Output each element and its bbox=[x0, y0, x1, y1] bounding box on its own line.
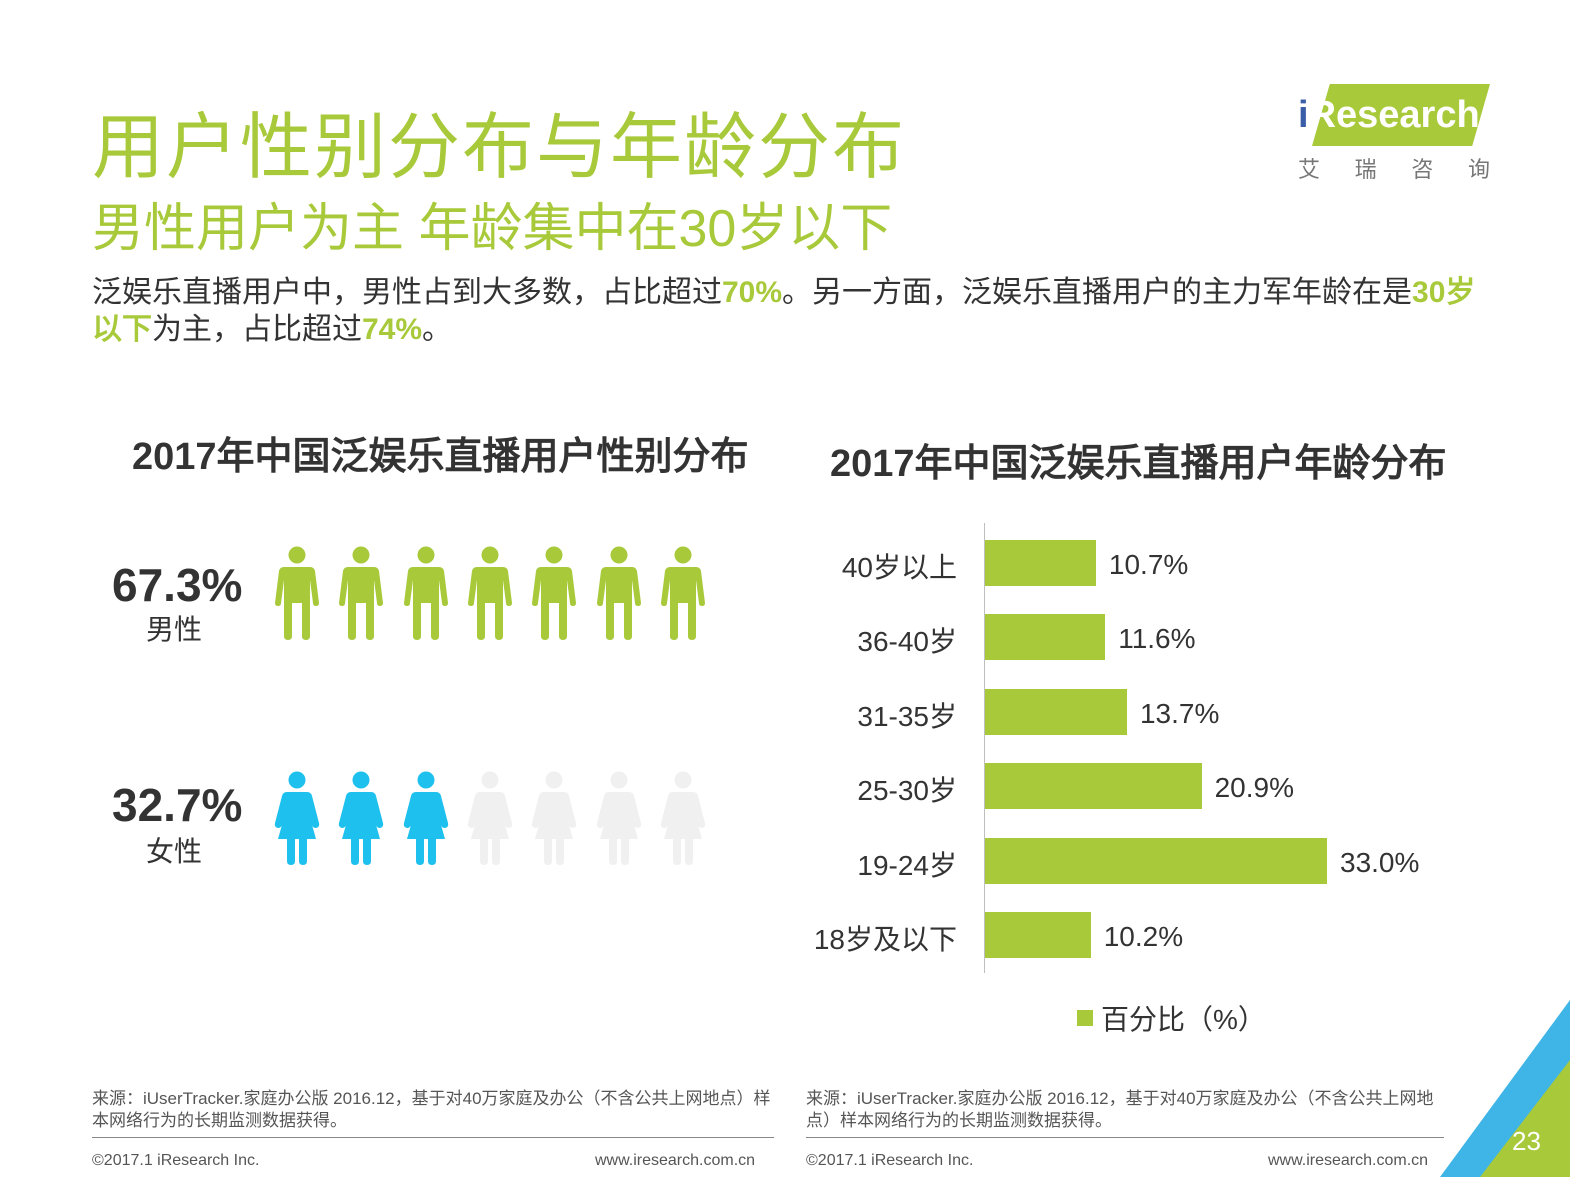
footer-divider-left bbox=[92, 1137, 774, 1138]
age-value-label: 33.0% bbox=[1340, 846, 1420, 878]
logo-banner bbox=[1312, 84, 1490, 146]
legend-swatch bbox=[1077, 1010, 1093, 1026]
age-value-label: 10.7% bbox=[1108, 549, 1189, 580]
age-bar bbox=[985, 688, 1127, 735]
logo-wordmark: iResearch bbox=[1298, 94, 1480, 136]
female-label: 女性 bbox=[146, 836, 203, 867]
male-person-icon bbox=[338, 546, 384, 642]
summary-part: 泛娱乐直播用户中，男性占到大多数，占比超过 bbox=[92, 276, 722, 309]
summary-part: 为主，占比超过 bbox=[152, 313, 362, 346]
female-person-icon bbox=[338, 771, 384, 867]
page-number: 23 bbox=[1512, 1126, 1541, 1156]
footer-divider-right bbox=[806, 1137, 1444, 1138]
male-label: 男性 bbox=[146, 614, 203, 645]
male-person-icon bbox=[274, 546, 320, 642]
female-person-icon bbox=[660, 771, 706, 867]
age-value-label: 20.9% bbox=[1214, 772, 1294, 804]
logo-cn-char: 艾 bbox=[1298, 157, 1321, 182]
age-value-label: 10.2% bbox=[1103, 921, 1184, 952]
iresearch-logo: iResearch 艾 瑞 咨 询 bbox=[1298, 84, 1490, 182]
source-note-right: 来源：iUserTracker.家庭办公版 2016.12，基于对40万家庭及办… bbox=[806, 1089, 1434, 1130]
summary-text: 泛娱乐直播用户中，男性占到大多数，占比超过70%。另一方面，泛娱乐直播用户的主力… bbox=[92, 274, 1482, 348]
male-person-icon bbox=[531, 546, 577, 642]
page-title: 用户性别分布与年龄分布 bbox=[92, 108, 907, 188]
source-note-left: 来源：iUserTracker.家庭办公版 2016.12，基于对40万家庭及办… bbox=[92, 1089, 771, 1130]
age-category-label: 40岁以上 bbox=[841, 552, 957, 583]
age-category-label: 31-35岁 bbox=[857, 700, 957, 732]
summary-part: 。 bbox=[422, 313, 453, 346]
age-bar bbox=[985, 540, 1096, 586]
corner-green-triangle bbox=[1480, 1060, 1570, 1177]
corner-decoration bbox=[1440, 1000, 1570, 1177]
summary-highlight: 74% bbox=[362, 313, 423, 346]
summary-part: 。另一方面，泛娱乐直播用户的主力军年龄在是 bbox=[782, 276, 1413, 309]
website-left: www.iresearch.com.cn bbox=[595, 1152, 756, 1169]
logo-cn-char: 询 bbox=[1467, 157, 1490, 182]
male-person-icon bbox=[660, 546, 706, 642]
female-person-icon bbox=[403, 771, 449, 867]
age-category-label: 25-30岁 bbox=[857, 775, 957, 807]
age-bar bbox=[985, 912, 1091, 958]
gender-chart-title: 2017年中国泛娱乐直播用户性别分布 bbox=[132, 436, 749, 478]
copyright-right: ©2017.1 iResearch Inc. bbox=[806, 1152, 974, 1169]
male-person-icon bbox=[467, 546, 513, 642]
age-category-label: 19-24岁 bbox=[857, 849, 957, 881]
logo-cn-char: 咨 bbox=[1411, 157, 1434, 182]
female-percent: 32.7% bbox=[112, 779, 243, 831]
age-category-label: 18岁及以下 bbox=[813, 924, 957, 955]
age-chart-legend: 百分比（%） bbox=[1077, 998, 1266, 1038]
age-bar bbox=[985, 837, 1327, 884]
age-category-label: 36-40岁 bbox=[857, 626, 957, 658]
age-value-label: 11.6% bbox=[1118, 623, 1196, 655]
age-bar bbox=[985, 763, 1202, 810]
age-value-label: 13.7% bbox=[1139, 697, 1220, 729]
female-person-icon bbox=[596, 771, 642, 867]
logo-cn-char: 瑞 bbox=[1354, 157, 1377, 182]
male-percent: 67.3% bbox=[112, 559, 243, 611]
male-person-icon bbox=[403, 546, 449, 642]
male-person-icon bbox=[596, 546, 642, 642]
logo-chinese: 艾 瑞 咨 询 bbox=[1298, 152, 1490, 184]
website-right: www.iresearch.com.cn bbox=[1268, 1152, 1429, 1169]
legend-label: 百分比（%） bbox=[1101, 1004, 1266, 1035]
summary-highlight: 30岁以下 bbox=[92, 276, 1476, 346]
age-chart-title: 2017年中国泛娱乐直播用户年龄分布 bbox=[830, 443, 1447, 485]
page-subtitle: 男性用户为主 年龄集中在30岁以下 bbox=[92, 200, 893, 258]
summary-highlight: 70% bbox=[722, 276, 783, 309]
copyright-left: ©2017.1 iResearch Inc. bbox=[92, 1152, 260, 1169]
female-person-icon bbox=[467, 771, 513, 867]
age-bar bbox=[985, 614, 1106, 661]
age-chart-axis bbox=[984, 523, 985, 973]
female-person-icon bbox=[531, 771, 577, 867]
female-person-icon bbox=[274, 771, 320, 867]
